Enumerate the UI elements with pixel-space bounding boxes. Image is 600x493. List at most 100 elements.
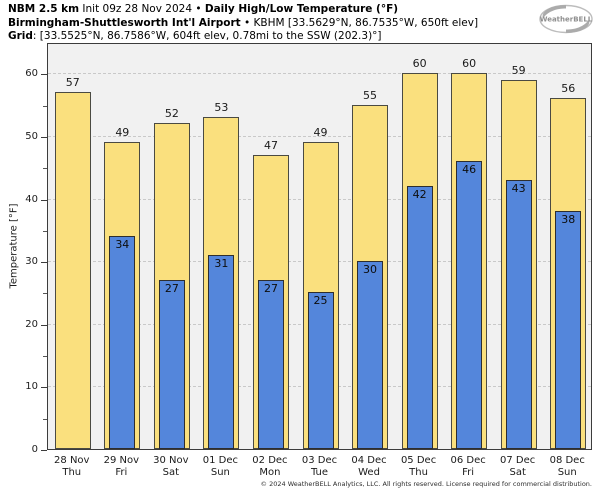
y-tick-mark: [41, 450, 47, 451]
high-value-label: 57: [65, 76, 80, 90]
low-value-label: 27: [164, 281, 179, 295]
x-axis-label: 05 Dec Thu: [394, 455, 444, 479]
station-name: Birmingham-Shuttlesworth Int'l Airport: [8, 16, 241, 29]
y-tick-mark: [41, 199, 47, 201]
x-label-date: 01 Dec: [202, 455, 239, 466]
low-value-label: 38: [561, 213, 576, 227]
y-tick-mark: [41, 387, 47, 389]
x-label-day: Fri: [462, 467, 475, 478]
x-label-date: 30 Nov: [153, 455, 189, 466]
x-label-date: 07 Dec: [500, 455, 536, 466]
x-axis-label: 06 Dec Fri: [443, 455, 493, 479]
high-value-label: 52: [164, 107, 179, 121]
low-temp-bar: 30: [357, 261, 384, 449]
x-label-date: 06 Dec: [450, 455, 486, 466]
low-value-label: 42: [412, 188, 427, 202]
x-axis-label: 03 Dec Tue: [295, 455, 345, 479]
grid-details: : [33.5525°N, 86.7586°W, 604ft elev, 0.7…: [32, 30, 382, 42]
low-temp-bar: 38: [555, 211, 582, 449]
x-axis-label: 30 Nov Sat: [146, 455, 196, 479]
model-name: NBM 2.5 km: [8, 3, 80, 15]
y-tick-label: 30: [25, 256, 38, 268]
y-gridline: [48, 73, 591, 75]
low-value-label: 34: [115, 238, 130, 252]
low-temp-bar: 34: [109, 236, 136, 449]
x-label-day: Mon: [259, 467, 281, 478]
x-label-date: 29 Nov: [103, 455, 139, 466]
y-minor-tick-mark: [43, 168, 47, 170]
x-label-date: 28 Nov: [54, 455, 90, 466]
high-value-label: 53: [214, 101, 229, 115]
x-label-day: Fri: [115, 467, 128, 478]
x-label-date: 04 Dec: [351, 455, 387, 466]
x-label-day: Sat: [162, 467, 180, 478]
x-label-day: Sun: [557, 467, 577, 478]
weatherbell-logo-icon: WeatherBELL: [539, 4, 593, 34]
x-axis-label: 07 Dec Sat: [493, 455, 543, 479]
high-value-label: 60: [462, 57, 477, 71]
x-label-day: Sat: [509, 467, 526, 478]
plot-area: 57 49 34 52 27 53 31 47 27 49 25 55 30 60 42 60 46 59 43 56…: [47, 43, 592, 450]
x-label-day: Wed: [358, 467, 380, 478]
x-axis-label: 02 Dec Mon: [245, 455, 295, 479]
low-value-label: 25: [313, 294, 328, 308]
low-value-label: 31: [214, 256, 229, 270]
low-temp-bar: 27: [158, 279, 185, 449]
low-value-label: 46: [462, 162, 477, 176]
high-value-label: 49: [313, 126, 328, 140]
low-temp-bar: 42: [406, 186, 433, 449]
station-details: • KBHM [33.5629°N, 86.7535°W, 650ft elev…: [240, 16, 479, 29]
y-minor-tick-mark: [43, 356, 47, 358]
low-temp-bar: 31: [208, 254, 235, 449]
y-tick-label: 20: [25, 318, 38, 330]
low-value-label: 43: [511, 181, 526, 195]
grid-label: Grid: [8, 30, 33, 42]
x-label-day: Sun: [210, 467, 230, 478]
x-axis-label: 04 Dec Wed: [344, 455, 394, 479]
y-tick-label: 0: [31, 444, 38, 455]
logo-text: WeatherBELL: [540, 16, 593, 24]
low-value-label: 27: [263, 281, 278, 295]
x-label-date: 08 Dec: [549, 455, 585, 466]
y-tick-mark: [41, 136, 47, 138]
y-gridline: [48, 135, 591, 137]
high-value-label: 55: [363, 88, 378, 102]
y-minor-tick-mark: [43, 418, 47, 420]
high-value-label: 49: [115, 126, 130, 140]
y-minor-tick-mark: [43, 105, 47, 107]
x-axis-label: 08 Dec Sun: [542, 455, 592, 479]
x-label-date: 03 Dec: [301, 455, 338, 466]
low-temp-bar: 25: [307, 292, 334, 449]
y-tick-label: 10: [25, 381, 38, 393]
high-value-label: 59: [511, 63, 526, 77]
header-line-2: Birmingham-Shuttlesworth Int'l Airport •…: [8, 17, 478, 31]
copyright-notice: © 2024 WeatherBELL Analytics, LLC. All r…: [260, 480, 592, 488]
low-temp-bar: 46: [456, 160, 483, 449]
x-axis-label: 01 Dec Sun: [196, 455, 246, 479]
low-temp-bar: 27: [257, 279, 284, 449]
x-label-date: 02 Dec: [252, 455, 288, 466]
x-axis-label: 28 Nov Thu: [47, 455, 97, 479]
y-tick-mark: [41, 262, 47, 264]
chart-header: NBM 2.5 km Init 09z 28 Nov 2024 • Daily …: [8, 3, 478, 44]
low-value-label: 30: [363, 263, 378, 277]
high-value-label: 47: [263, 138, 278, 152]
y-tick-mark: [41, 324, 47, 326]
y-tick-label: 40: [25, 193, 38, 205]
x-label-day: Thu: [62, 467, 82, 478]
init-time: Init 09z 28 Nov 2024 •: [79, 3, 205, 15]
x-label-date: 05 Dec: [400, 455, 437, 466]
x-axis-label: 29 Nov Fri: [97, 455, 147, 479]
x-label-day: Thu: [409, 467, 428, 478]
y-minor-tick-mark: [43, 230, 47, 232]
high-value-label: 56: [561, 82, 576, 96]
header-line-3: Grid: [33.5525°N, 86.7586°W, 604ft elev,…: [8, 30, 478, 44]
high-temp-bar: [54, 92, 91, 449]
y-tick-label: 60: [25, 68, 38, 80]
x-label-day: Tue: [310, 467, 329, 478]
low-temp-bar: 43: [505, 179, 532, 449]
y-axis-title: Temperature [°F]: [8, 203, 20, 289]
high-value-label: 60: [412, 57, 427, 71]
